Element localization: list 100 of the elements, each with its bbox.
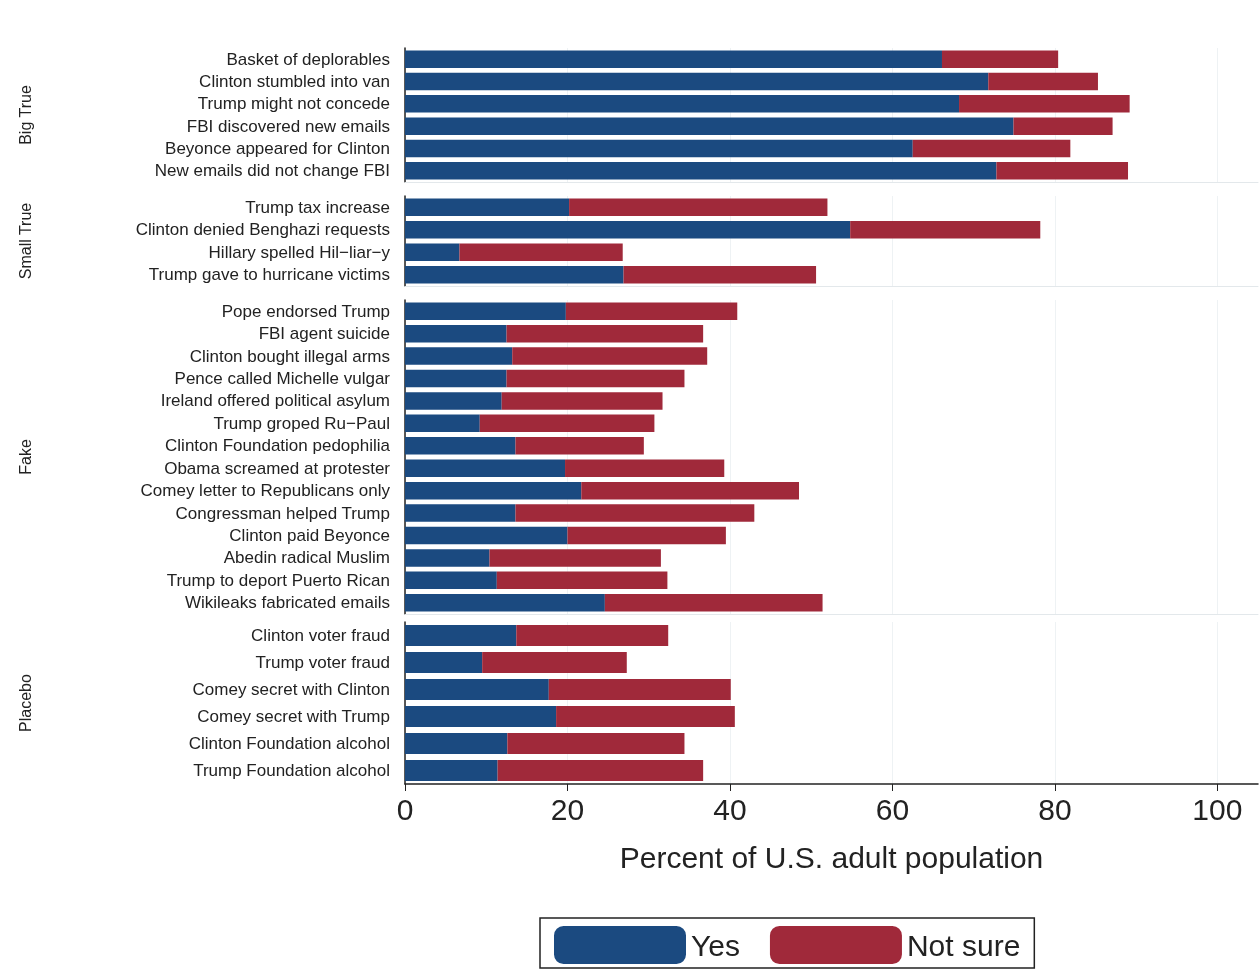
bar	[459, 243, 623, 262]
bar	[405, 162, 997, 180]
bar	[405, 302, 566, 320]
y-tick-label: Trump groped Ru−Paul	[213, 413, 390, 433]
x-tick-label: 20	[550, 792, 585, 826]
bar	[569, 198, 828, 217]
bar	[850, 220, 1041, 239]
bar	[959, 95, 1130, 113]
bar	[482, 651, 627, 674]
bar	[405, 369, 507, 388]
y-tick-label: Clinton stumbled into van	[199, 72, 390, 91]
y-tick-label: Beyonce appeared for Clinton	[165, 139, 390, 158]
bar	[405, 624, 517, 647]
bar	[565, 459, 725, 477]
bar	[515, 504, 755, 522]
bar	[988, 72, 1098, 91]
y-tick-label: Trump Foundation alcohol	[193, 761, 390, 780]
bar	[479, 414, 655, 433]
y-tick-label: Hillary spelled Hil−liar−y	[208, 242, 391, 262]
x-tick-label: 60	[875, 792, 910, 826]
y-tick-label: Comey letter to Republicans only	[140, 481, 391, 501]
bar	[567, 526, 726, 545]
bar	[405, 198, 570, 217]
bar	[405, 72, 989, 91]
bar	[405, 117, 1014, 135]
y-tick-label: Comey secret with Clinton	[192, 680, 390, 699]
bar	[912, 139, 1071, 158]
bar	[512, 347, 708, 365]
bar	[405, 481, 582, 500]
bar	[405, 759, 498, 782]
y-tick-label: Pence called Michelle vulgar	[174, 369, 391, 388]
y-tick-label: Trump gave to hurricane victims	[148, 265, 390, 285]
bar	[405, 705, 557, 728]
bar	[405, 437, 516, 455]
y-tick-label: Clinton Foundation pedophilia	[165, 436, 391, 456]
bar	[405, 139, 913, 158]
bar	[405, 95, 960, 113]
y-tick-label: FBI agent suicide	[258, 324, 390, 344]
y-tick-label: Ireland offered political asylum	[160, 391, 390, 411]
y-axis-title: Small True	[16, 202, 34, 280]
bar	[604, 594, 823, 612]
bar	[996, 162, 1129, 180]
bar	[405, 414, 480, 433]
legend-label: Yes	[691, 928, 740, 962]
bar	[405, 459, 566, 477]
bar	[496, 571, 668, 590]
bar	[405, 594, 605, 612]
y-tick-label: Clinton denied Benghazi requests	[135, 220, 390, 240]
bar	[405, 571, 497, 590]
y-axis-title: Placebo	[16, 673, 34, 732]
bar	[507, 732, 685, 755]
bar	[501, 392, 663, 410]
x-axis-title: Percent of U.S. adult population	[619, 840, 1044, 874]
y-tick-label: Clinton bought illegal arms	[189, 346, 390, 366]
y-tick-label: Comey secret with Trump	[197, 707, 390, 726]
bar	[405, 392, 502, 410]
bar	[516, 624, 669, 647]
y-tick-label: FBI discovered new emails	[186, 116, 390, 136]
bar	[405, 504, 516, 522]
y-tick-label: Abedin radical Muslim	[223, 548, 390, 568]
bar	[1013, 117, 1113, 135]
bar	[405, 651, 483, 674]
bar	[565, 302, 738, 320]
y-tick-label: Clinton voter fraud	[251, 626, 390, 645]
y-tick-label: New emails did not change FBI	[154, 161, 390, 181]
y-axis-title: Big True	[16, 85, 34, 145]
x-tick-label: 80	[1038, 792, 1072, 826]
bar	[405, 732, 508, 755]
y-tick-label: Clinton paid Beyonce	[229, 526, 390, 545]
y-tick-label: Trump to deport Puerto Rican	[166, 570, 390, 590]
bar	[506, 324, 704, 343]
bar	[405, 243, 460, 262]
y-tick-label: Pope endorsed Trump	[221, 301, 390, 321]
x-tick-label: 0	[396, 792, 414, 826]
legend-label: Not sure	[906, 928, 1021, 962]
bar	[405, 265, 624, 284]
bar	[941, 50, 1059, 68]
x-tick-label: 40	[713, 792, 747, 826]
bar	[497, 759, 704, 782]
bar	[405, 50, 942, 68]
y-tick-label: Trump might not concede	[197, 94, 390, 114]
y-tick-label: Clinton Foundation alcohol	[188, 734, 390, 753]
bar	[548, 678, 731, 701]
x-tick-label: 100	[1192, 792, 1243, 826]
bar	[556, 705, 735, 728]
bar	[506, 369, 685, 388]
bar	[405, 549, 490, 567]
bar	[405, 347, 513, 365]
bar	[489, 549, 661, 567]
bar	[515, 437, 644, 455]
bar	[581, 481, 799, 500]
y-tick-label: Congressman helped Trump	[175, 503, 390, 523]
bar	[405, 678, 549, 701]
bar	[405, 324, 507, 343]
y-tick-label: Wikileaks fabricated emails	[184, 593, 390, 613]
y-tick-label: Basket of deplorables	[226, 49, 390, 69]
y-axis-title: Fake	[16, 439, 34, 475]
bar	[405, 220, 851, 239]
bar	[623, 265, 817, 284]
bar	[405, 526, 568, 545]
